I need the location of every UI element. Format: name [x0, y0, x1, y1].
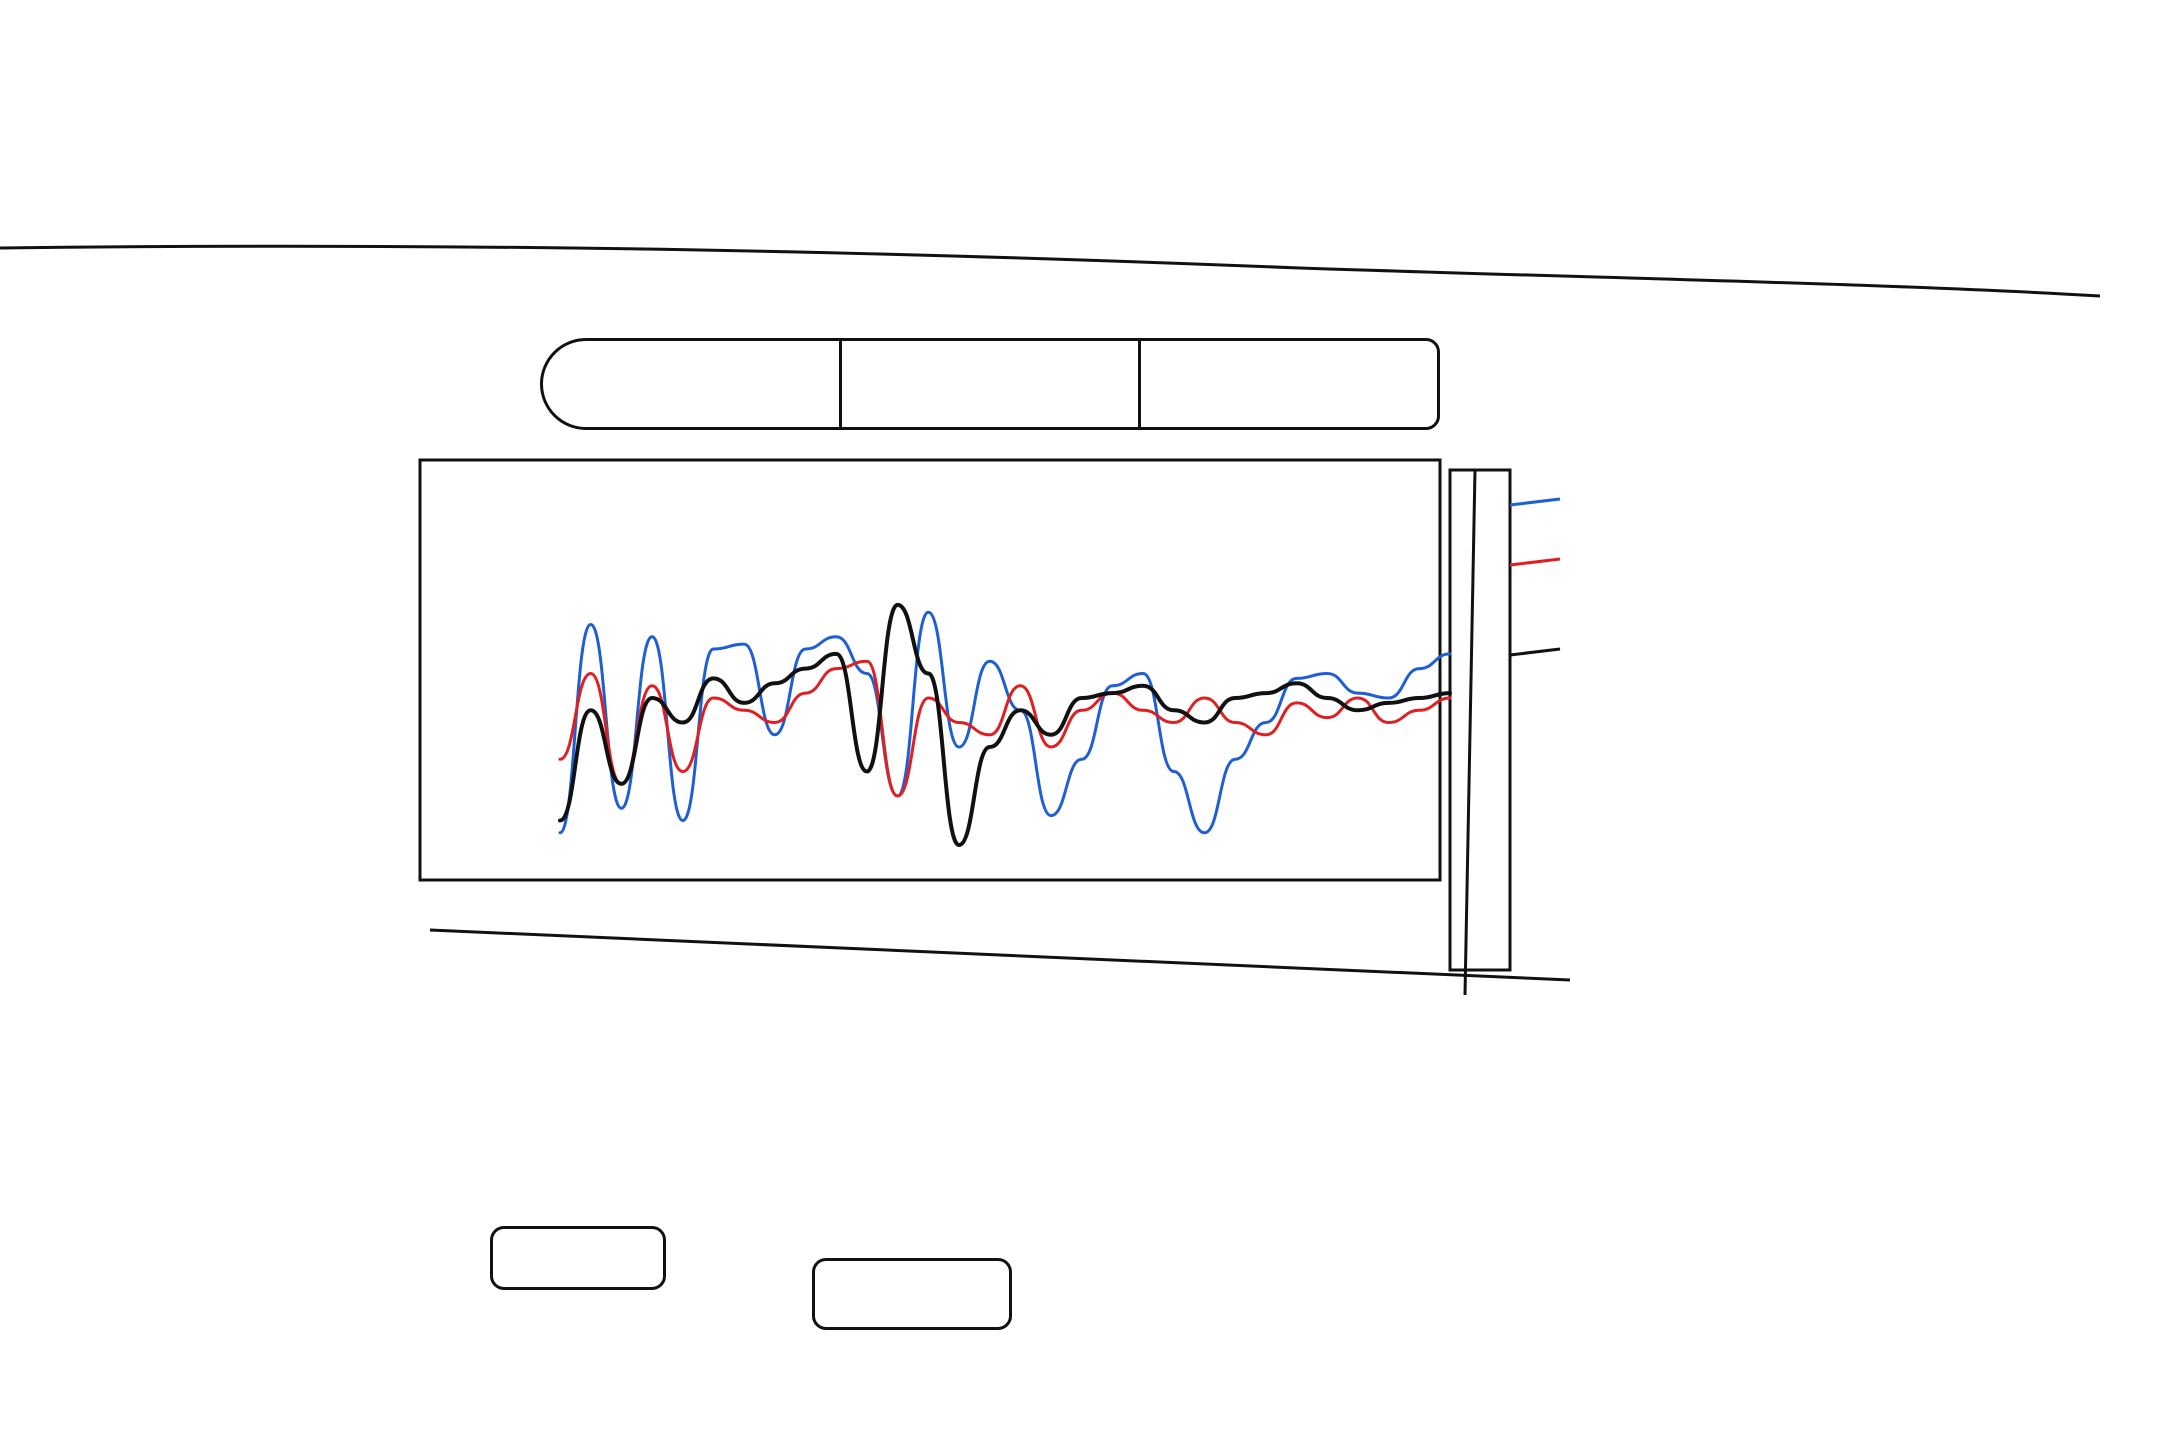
series-line-2 [558, 659, 1452, 798]
plot-frame [418, 458, 1442, 882]
mode-option-3[interactable] [1138, 341, 1437, 427]
legend-swatch-3 [1509, 647, 1561, 657]
accuracy-1-value [490, 1226, 666, 1290]
series-layer [558, 602, 1452, 848]
series-line-3 [558, 602, 1452, 848]
series-line-1 [558, 610, 1452, 835]
chart-canvas [418, 458, 1571, 996]
time-granularity-selector [540, 338, 1440, 430]
header-divider [0, 244, 2100, 298]
accuracy-2-value [812, 1258, 1012, 1330]
legend-bracket [1448, 468, 1512, 972]
legend-swatch-1 [1509, 497, 1561, 507]
legend [1509, 497, 1561, 657]
legend-swatch-2 [1509, 557, 1561, 567]
mode-option-1[interactable] [543, 341, 839, 427]
time-cursor [1463, 469, 1477, 996]
mode-option-2[interactable] [839, 341, 1138, 427]
time-axis [429, 928, 1571, 982]
line-chart [410, 450, 1590, 1000]
